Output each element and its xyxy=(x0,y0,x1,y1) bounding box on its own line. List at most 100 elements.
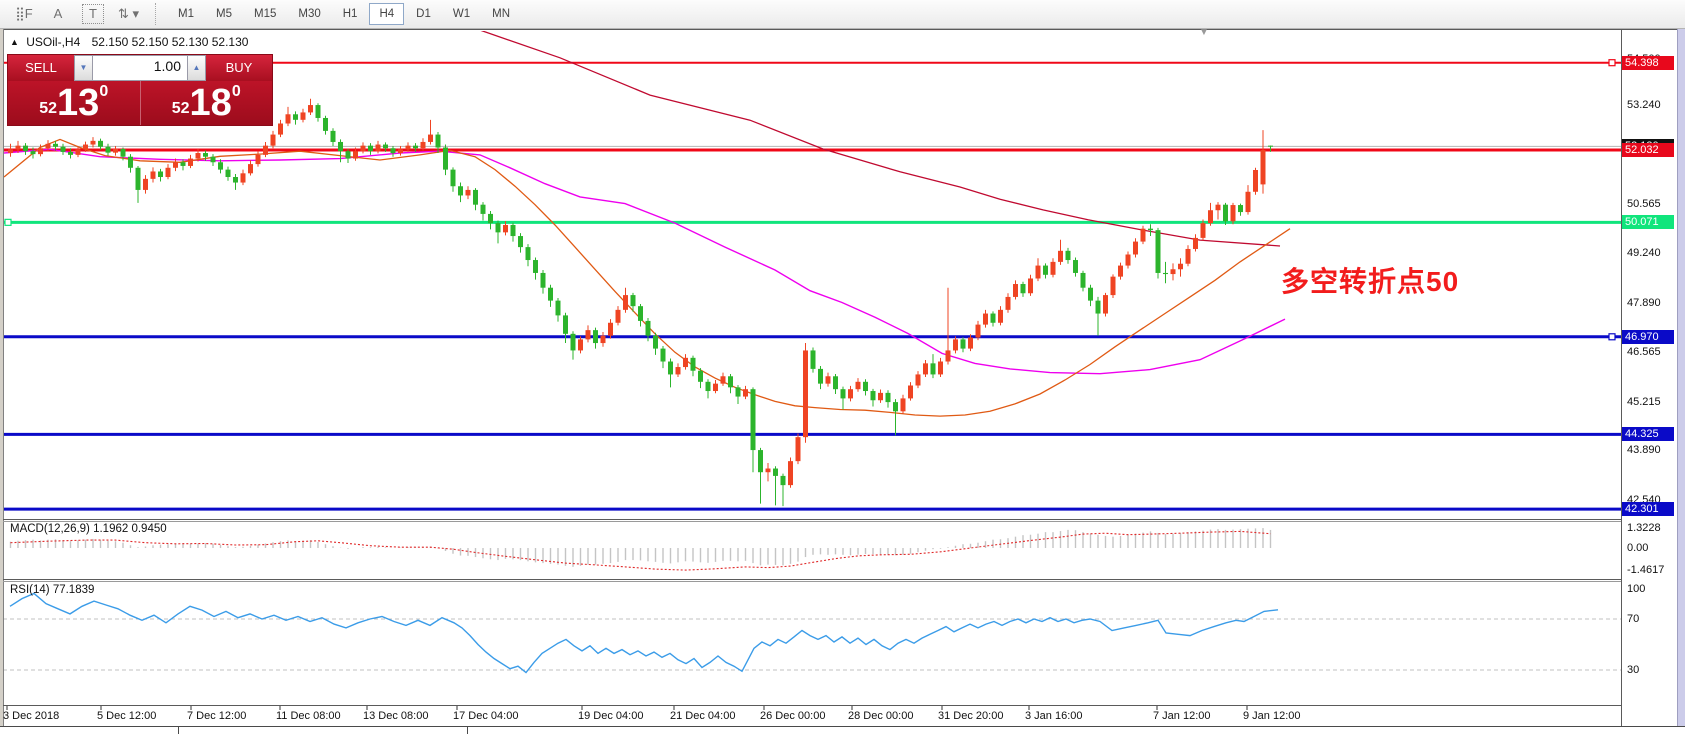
collapse-arrow-icon[interactable]: ▲ xyxy=(10,37,19,47)
candle xyxy=(480,204,486,214)
candle xyxy=(660,348,666,362)
tab-divider xyxy=(467,726,468,734)
candle xyxy=(45,143,51,149)
candle xyxy=(1118,265,1123,277)
candle xyxy=(255,154,261,165)
scroll-position-icon[interactable]: ▼ xyxy=(1199,27,1209,38)
candle xyxy=(938,361,943,375)
timeframe-button-m30[interactable]: M30 xyxy=(298,8,321,20)
macd-label: MACD(12,26,9) 1.1962 0.9450 xyxy=(10,523,167,535)
buy-price-handle: 52 xyxy=(171,100,190,117)
volume-input[interactable]: 1.00 xyxy=(93,55,187,81)
timeframe-button-m5[interactable]: M5 xyxy=(216,8,232,20)
buy-price-main: 18 xyxy=(189,82,232,124)
candle xyxy=(338,141,343,152)
candle xyxy=(705,381,711,392)
candle xyxy=(1140,228,1146,242)
toolbar: ⣿F A T ⇅ ▾ M1 M5 M15 M30 H1 H4 D1 W1 MN xyxy=(0,0,1685,29)
candle xyxy=(428,134,433,142)
timeframe-button-mn[interactable]: MN xyxy=(492,8,510,20)
time-axis-separator xyxy=(3,705,1677,706)
candle xyxy=(645,320,651,336)
candle xyxy=(923,363,928,375)
candle xyxy=(165,167,171,178)
price-tick-label: 46.565 xyxy=(1627,345,1661,358)
candle xyxy=(188,158,193,166)
timeframe-button-h1[interactable]: H1 xyxy=(342,8,358,20)
timeframe-button-d1[interactable]: D1 xyxy=(416,8,431,20)
text-label-icon[interactable]: T xyxy=(82,4,104,24)
time-axis-label: 11 Dec 08:00 xyxy=(276,710,341,722)
candle xyxy=(1073,260,1078,273)
candle xyxy=(1110,276,1116,296)
candle xyxy=(398,149,403,154)
zorder-icon[interactable]: ⇅ ▾ xyxy=(118,6,140,21)
price-tick-label: 43.890 xyxy=(1627,444,1661,457)
chart-tabs-strip[interactable] xyxy=(0,726,1685,734)
candle xyxy=(263,145,268,155)
candle xyxy=(53,143,58,147)
candle xyxy=(345,151,351,159)
candle xyxy=(68,151,73,155)
candle xyxy=(915,374,921,386)
rsi-panel-separator[interactable] xyxy=(3,579,1677,580)
candle xyxy=(825,376,831,384)
candle xyxy=(795,437,801,462)
hline-price-label: 50.071 xyxy=(1622,215,1674,230)
candle xyxy=(135,167,141,190)
candle xyxy=(173,162,178,168)
candle xyxy=(900,398,906,412)
new-order-icon[interactable]: ⣿F xyxy=(15,6,33,21)
macd-tick-label: 1.3228 xyxy=(1627,522,1661,535)
chart-annotation-text[interactable]: 多空转折点50 xyxy=(1281,266,1460,297)
rsi-label: RSI(14) 77.1839 xyxy=(10,584,95,596)
hline-anchor xyxy=(1608,333,1616,341)
volume-down-spinner[interactable]: ▼ xyxy=(74,55,93,81)
candle xyxy=(510,224,516,237)
candle xyxy=(983,313,988,325)
candle xyxy=(1125,254,1131,266)
buy-button[interactable]: BUY xyxy=(206,55,272,81)
candle xyxy=(818,368,823,384)
window-right-scrollstrip[interactable] xyxy=(1677,29,1685,734)
timeframe-button-m1[interactable]: M1 xyxy=(178,8,195,20)
candle xyxy=(990,313,996,323)
timeframe-button-h4[interactable]: H4 xyxy=(369,3,405,25)
candle xyxy=(308,105,313,113)
hline-anchor xyxy=(4,218,12,226)
time-axis-label: 28 Dec 00:00 xyxy=(848,710,914,722)
sell-price-main: 13 xyxy=(57,82,100,124)
macd-panel-separator[interactable] xyxy=(3,519,1677,520)
candle xyxy=(1260,150,1266,185)
candle xyxy=(1230,205,1236,222)
candle xyxy=(1088,287,1093,301)
candle xyxy=(383,144,388,149)
candle xyxy=(15,145,21,150)
candle xyxy=(495,223,501,233)
font-a-icon[interactable]: A xyxy=(53,6,63,21)
candle xyxy=(953,339,958,351)
candle xyxy=(548,287,553,301)
time-axis-label: 17 Dec 04:00 xyxy=(453,710,519,722)
candle xyxy=(780,475,786,486)
hline-anchor xyxy=(1608,59,1616,67)
candle xyxy=(1178,263,1183,270)
candle xyxy=(1050,261,1056,275)
sell-price-display[interactable]: 52130 xyxy=(8,81,141,125)
candle xyxy=(593,330,598,344)
one-click-trade-panel: SELL ▼ 1.00 ▲ BUY 52130 52180 xyxy=(8,55,272,125)
candle xyxy=(1035,265,1041,279)
candle xyxy=(293,114,298,120)
candle xyxy=(968,337,973,349)
time-axis-label: 3 Jan 16:00 xyxy=(1025,710,1083,722)
sell-button[interactable]: SELL xyxy=(8,55,74,81)
symbol-ohlc: 52.150 52.150 52.130 52.130 xyxy=(91,35,249,49)
buy-price-display[interactable]: 52180 xyxy=(141,81,273,125)
timeframe-button-w1[interactable]: W1 xyxy=(452,8,471,20)
sell-price-handle: 52 xyxy=(39,100,58,117)
timeframe-button-m15[interactable]: M15 xyxy=(254,8,277,20)
candle xyxy=(75,149,81,155)
candle xyxy=(945,350,951,362)
candle xyxy=(728,376,733,388)
volume-up-spinner[interactable]: ▲ xyxy=(187,55,206,81)
